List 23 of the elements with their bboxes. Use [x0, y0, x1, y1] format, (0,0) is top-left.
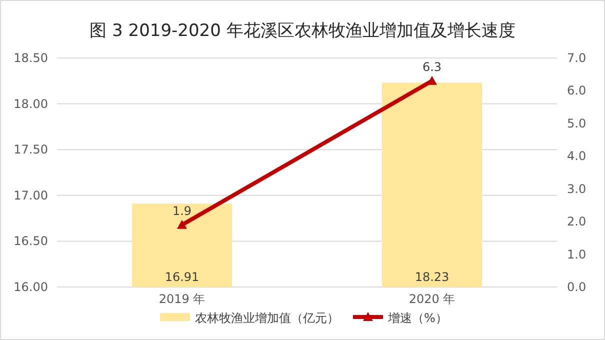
- y-tick-label: 18.00: [14, 96, 48, 111]
- data-label: 6.3: [422, 60, 442, 74]
- y2-tick-label: 2.0: [567, 214, 586, 229]
- y-tick-label: 16.50: [14, 234, 48, 248]
- y2-tick-label: 1.0: [567, 247, 586, 262]
- x-tick-label: 2020 年: [408, 292, 456, 306]
- y2-tick-label: 0.0: [567, 280, 586, 294]
- y-tick-label: 17.00: [14, 188, 48, 202]
- y-tick-label: 17.50: [14, 142, 48, 157]
- y2-tick-label: 4.0: [567, 149, 586, 164]
- data-label: 16.91: [164, 270, 200, 284]
- y2-tick-label: 6.0: [567, 84, 586, 98]
- data-label: 18.23: [414, 270, 450, 284]
- data-label: 1.9: [172, 204, 192, 218]
- y2-tick-label: 3.0: [567, 182, 586, 196]
- x-tick-label: 2019 年: [158, 292, 206, 306]
- y-tick-label: 18.50: [14, 51, 48, 65]
- legend-label: 农林牧渔业增加值（亿元）: [195, 311, 339, 325]
- y2-tick-label: 5.0: [567, 116, 586, 130]
- y2-tick-label: 7.0: [567, 51, 586, 65]
- y-tick-label: 16.00: [14, 280, 48, 294]
- legend-label: 增速（%）: [387, 311, 448, 325]
- chart-title: 图 3 2019-2020 年花溪区农林牧渔业增加值及增长速度: [90, 21, 516, 41]
